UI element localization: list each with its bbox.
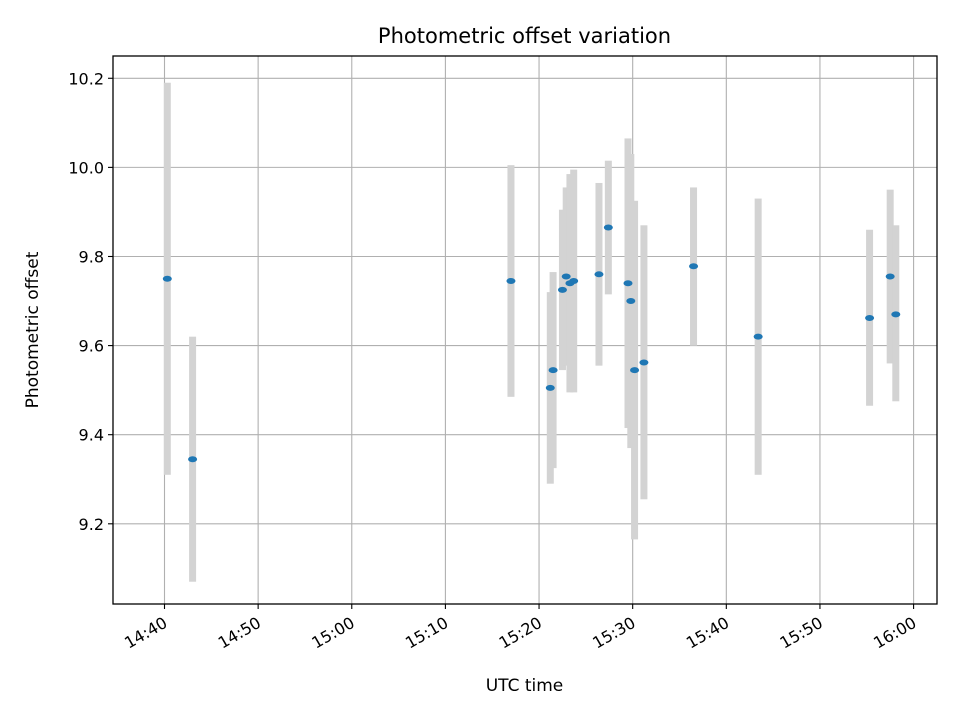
grid	[113, 56, 937, 604]
x-tick-label: 14:40	[121, 613, 170, 653]
x-tick-label: 15:50	[777, 613, 826, 653]
data-point	[594, 271, 604, 278]
chart-title: Photometric offset variation	[378, 24, 671, 48]
data-point	[626, 298, 636, 305]
y-tick-label: 9.4	[79, 426, 104, 445]
x-tick-label: 15:10	[402, 613, 451, 653]
data-point	[162, 275, 172, 282]
data-point	[557, 286, 567, 293]
error-bars	[163, 82, 900, 582]
y-axis-label: Photometric offset	[23, 251, 43, 408]
x-tick-label: 15:20	[496, 613, 545, 653]
data-point	[569, 277, 579, 284]
data-point	[891, 311, 901, 318]
x-tick-label: 16:00	[870, 613, 919, 653]
data-point	[885, 273, 895, 280]
data-point	[630, 367, 640, 374]
data-point	[603, 224, 613, 231]
y-axis-ticks: 9.2 9.4 9.6 9.8 10.0 10.2	[68, 69, 113, 534]
data-point	[548, 367, 558, 374]
x-tick-label: 15:40	[683, 613, 732, 653]
x-axis-label: UTC time	[486, 676, 564, 696]
data-point	[545, 384, 555, 391]
x-tick-label: 15:00	[308, 613, 357, 653]
data-point	[639, 359, 649, 366]
y-tick-label: 9.2	[79, 515, 104, 534]
data-point	[561, 273, 571, 280]
y-tick-label: 10.0	[68, 158, 104, 177]
y-tick-label: 9.8	[79, 247, 104, 266]
data-point	[689, 263, 699, 270]
data-point	[623, 280, 633, 287]
plot-area-frame	[112, 55, 938, 605]
x-tick-label: 14:50	[215, 613, 264, 653]
y-tick-label: 10.2	[68, 69, 104, 88]
data-point	[188, 456, 198, 463]
data-point	[753, 333, 763, 340]
y-tick-label: 9.6	[79, 337, 104, 356]
data-points	[162, 224, 901, 463]
x-axis-ticks: 14:40 14:50 15:00 15:10 15:20 15:30 15:40 15:50…	[121, 604, 920, 653]
x-tick-label: 15:30	[589, 613, 638, 653]
data-point	[506, 277, 516, 284]
data-point	[865, 314, 875, 321]
